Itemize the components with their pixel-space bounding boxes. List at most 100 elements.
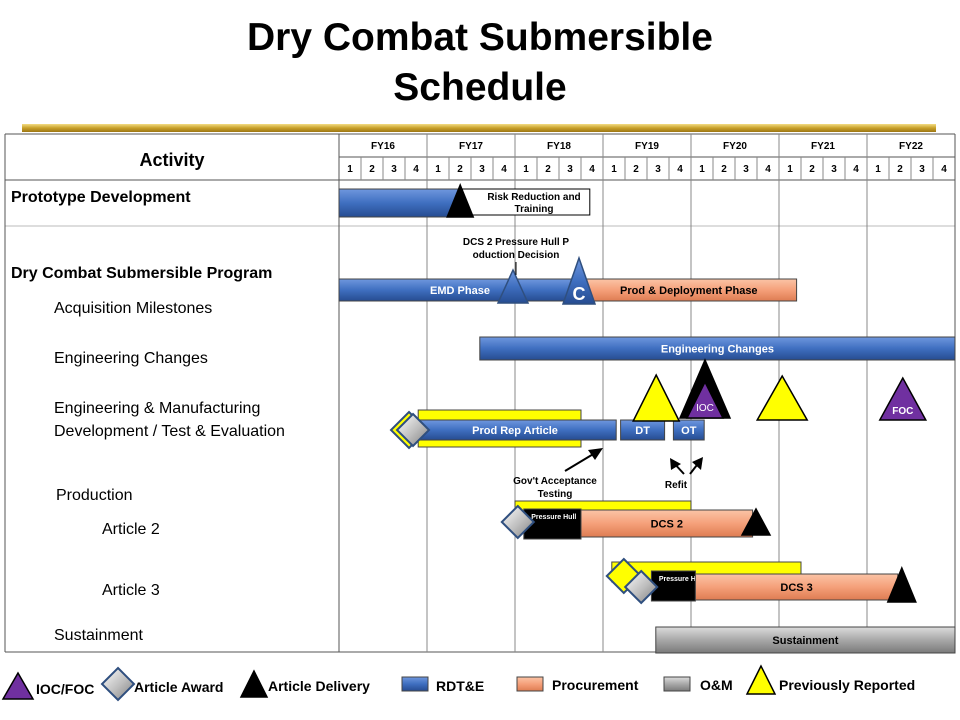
slide-title-line-1: Dry Combat Submersible — [247, 16, 713, 59]
refit-arrow-right-head — [692, 457, 703, 470]
emd-bar-label: EMD Phase — [430, 285, 490, 297]
eng-changes-bar-label: Engineering Changes — [661, 344, 774, 356]
foc-triangle — [878, 376, 928, 421]
gov-testing-line-2: Testing — [538, 489, 573, 500]
quarter-label: 2 — [721, 164, 727, 175]
eng-changes-bar — [479, 336, 956, 361]
sustain-bar-label: Sustainment — [772, 635, 838, 647]
quarter-label: 3 — [655, 164, 661, 175]
quarter-label: 3 — [831, 164, 837, 175]
legend-rdte-swatch — [401, 676, 429, 692]
legend-procurement-label: Procurement — [552, 677, 639, 693]
quarter-label: 4 — [501, 164, 507, 175]
activity-row-label: Engineering & Manufacturing — [54, 400, 260, 417]
quarter-label: 3 — [567, 164, 573, 175]
quarter-label: 1 — [787, 164, 793, 175]
previously-reported-triangle-1 — [631, 373, 681, 422]
activity-row-label: Dry Combat Submersible Program — [11, 265, 272, 282]
proto-bar — [338, 188, 463, 218]
activity-row-label: Sustainment — [54, 627, 143, 644]
legend-previous-label: Previously Reported — [779, 677, 915, 693]
dt-bar-label: DT — [635, 425, 650, 437]
title-underline — [22, 124, 936, 132]
quarter-label: 3 — [391, 164, 397, 175]
milestone-c-triangle — [561, 255, 597, 305]
activity-row-label: Article 2 — [102, 521, 160, 538]
legend-procurement-swatch — [516, 676, 544, 692]
activity-header: Activity — [139, 150, 204, 170]
fy-label: FY19 — [635, 141, 659, 152]
fy-label: FY21 — [811, 141, 835, 152]
quarter-label: 1 — [611, 164, 617, 175]
production-decision-line-1: DCS 2 Pressure Hull P — [463, 237, 569, 248]
ph2-bar-label: Pressure Hull — [531, 514, 576, 521]
legend-om-label: O&M — [700, 677, 733, 693]
quarter-label: 3 — [919, 164, 925, 175]
quarter-label: 4 — [853, 164, 859, 175]
quarter-label: 2 — [633, 164, 639, 175]
quarter-label: 1 — [347, 164, 353, 175]
legend-delivery-label: Article Delivery — [268, 678, 370, 694]
legend-ioc-foc-label: IOC/FOC — [36, 681, 94, 697]
slide-title-line-2: Schedule — [393, 66, 567, 109]
quarter-label: 4 — [941, 164, 947, 175]
quarter-label: 2 — [545, 164, 551, 175]
dcs3-bar — [694, 573, 899, 601]
article-2-delivery-triangle — [740, 507, 772, 536]
ph2-bar — [523, 508, 582, 540]
legend-award-label: Article Award — [134, 679, 223, 695]
risk-delivery-triangle — [446, 183, 475, 218]
gov-testing-line-1: Gov't Acceptance — [513, 476, 597, 487]
quarter-label: 3 — [479, 164, 485, 175]
sustain-bar — [655, 626, 956, 654]
quarter-label: 4 — [413, 164, 419, 175]
fy-label: FY16 — [371, 141, 395, 152]
legend-delivery-symbol — [239, 669, 269, 698]
activity-row-label: Engineering Changes — [54, 350, 208, 367]
quarter-label: 4 — [589, 164, 595, 175]
fy-label: FY17 — [459, 141, 483, 152]
quarter-label: 2 — [457, 164, 463, 175]
ioc-label: IOC — [696, 403, 714, 414]
legend-previous-symbol — [745, 664, 777, 695]
quarter-label: 4 — [677, 164, 683, 175]
quarter-label: 2 — [897, 164, 903, 175]
article-3-award-diamond — [623, 569, 659, 605]
activity-row-label: Article 3 — [102, 582, 160, 599]
activity-row-label: Development / Test & Evaluation — [54, 423, 285, 440]
quarter-label: 3 — [743, 164, 749, 175]
quarter-label: 4 — [765, 164, 771, 175]
risk-bar — [461, 188, 591, 216]
quarter-label: 1 — [435, 164, 441, 175]
ot-bar — [672, 419, 705, 441]
risk-label-line-1: Risk Reduction and — [487, 192, 580, 203]
ot-bar-label: OT — [681, 425, 697, 437]
milestone-c-label: C — [573, 284, 586, 304]
ioc-triangle — [685, 380, 725, 419]
legend-rdte-label: RDT&E — [436, 678, 484, 694]
dcs2-bar-label: DCS 2 — [651, 519, 683, 531]
quarter-label: 2 — [369, 164, 375, 175]
article-2-award-diamond — [500, 504, 536, 540]
quarter-label: 2 — [809, 164, 815, 175]
production-decision-line-2: oduction Decision — [473, 250, 560, 261]
fy-label: FY18 — [547, 141, 571, 152]
foc-label: FOC — [892, 406, 913, 417]
legend-ioc-foc-symbol — [1, 671, 35, 700]
ph3-bar — [650, 570, 696, 602]
legend-award-symbol — [100, 666, 136, 702]
quarter-label: 1 — [523, 164, 529, 175]
legend-om-swatch — [663, 676, 691, 692]
refit-label: Refit — [665, 480, 688, 491]
previously-reported-triangle-2 — [755, 374, 809, 421]
dcs2-bar — [580, 509, 754, 538]
fy-label: FY22 — [899, 141, 923, 152]
activity-row-label: Production — [56, 487, 133, 504]
fy-label: FY20 — [723, 141, 747, 152]
milestone-b-triangle — [496, 268, 530, 304]
prod-deploy-bar-label: Prod & Deployment Phase — [620, 285, 758, 297]
refit-arrow-left-head — [670, 458, 681, 470]
ph3-bar-label: Pressure Hull — [659, 576, 704, 583]
